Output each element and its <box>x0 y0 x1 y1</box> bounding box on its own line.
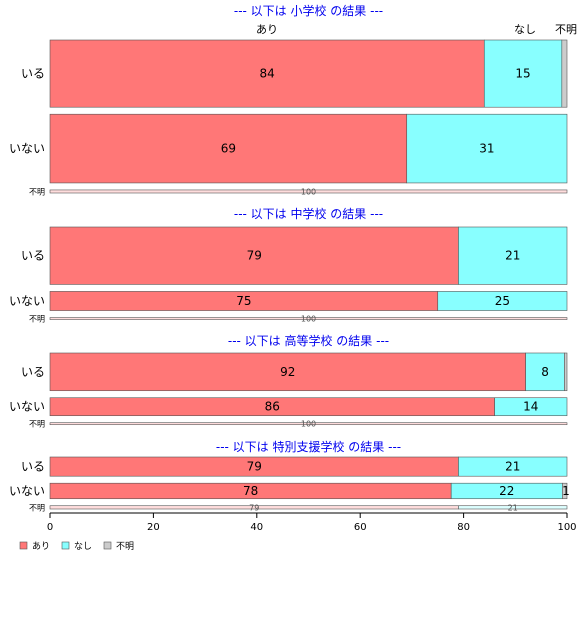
bar-segment <box>525 352 565 392</box>
bar-value-label: 8 <box>541 365 549 379</box>
bar-row: 不明 100 <box>29 187 568 196</box>
bar-segment <box>494 397 568 417</box>
bar-segment <box>49 226 459 285</box>
row-label: いない <box>9 142 45 156</box>
panel: --- 以下は 高等学校 の結果 --- いる 92 8 いない 86 14 不明 100 <box>9 333 568 429</box>
bar-row: いる 92 8 <box>21 352 568 392</box>
bar-value-label: 100 <box>301 420 316 429</box>
x-tick-label: 80 <box>457 522 470 533</box>
panel: --- 以下は 中学校 の結果 --- いる 79 21 いない 75 25 不明 100 <box>9 206 568 324</box>
bar-value-label: 79 <box>249 503 259 512</box>
bar-segment <box>562 482 568 500</box>
row-label: いる <box>21 67 45 81</box>
bar-row: いない 86 14 <box>9 397 568 417</box>
bar-segment <box>49 113 408 184</box>
bar-value-label: 78 <box>243 484 258 498</box>
bar-value-label: 31 <box>479 142 494 156</box>
bar-row: いる 84 15 <box>21 39 568 108</box>
row-label: 不明 <box>29 187 45 196</box>
bar-row: いる 79 21 <box>21 226 568 285</box>
bar-value-label: 79 <box>247 249 262 263</box>
x-axis: 0 20 40 60 80 100 <box>47 512 577 533</box>
row-label: 不明 <box>29 503 45 512</box>
panel: --- 以下は 特別支援学校 の結果 --- いる 79 21 いない 78 22 1 不明 79… <box>9 439 570 512</box>
row-label: いる <box>21 249 45 263</box>
legend-entry: あり <box>32 541 50 552</box>
row-label: いない <box>9 484 45 498</box>
bar-value-label: 100 <box>301 315 316 324</box>
bar-value-label: 79 <box>247 460 262 474</box>
legend: あり なし 不明 <box>19 541 134 552</box>
panel: --- 以下は 小学校 の結果 --- いる 84 15 いない 69 31 不明 100 <box>9 3 568 196</box>
segment-header-label: あり <box>256 23 278 36</box>
x-tick-label: 0 <box>47 522 53 533</box>
bar-segment <box>483 39 563 108</box>
row-label: 不明 <box>29 315 45 324</box>
bar-segment <box>49 422 568 426</box>
bar-segment <box>437 291 568 311</box>
bar-value-label: 15 <box>515 67 530 81</box>
legend-entry: 不明 <box>116 541 134 552</box>
bar-segment <box>49 39 485 108</box>
panel-title: --- 以下は 中学校 の結果 --- <box>234 206 383 221</box>
bar-row: 不明 100 <box>29 315 568 324</box>
bar-value-label: 21 <box>508 503 518 512</box>
bar-segment <box>458 456 568 477</box>
bar-segment <box>561 39 568 108</box>
x-tick-label: 100 <box>557 522 576 533</box>
bar-value-label: 69 <box>221 142 236 156</box>
bar-segment <box>564 352 568 392</box>
panel-title: --- 以下は 高等学校 の結果 --- <box>228 333 389 348</box>
row-label: いる <box>21 365 45 379</box>
segment-header-label: 不明 <box>555 23 577 36</box>
x-tick-label: 20 <box>147 522 160 533</box>
x-tick-label: 60 <box>354 522 367 533</box>
bar-row: いない 78 22 1 <box>9 482 570 500</box>
row-label: いない <box>9 400 45 414</box>
bar-row: いない 75 25 <box>9 291 568 311</box>
bar-value-label: 21 <box>505 460 520 474</box>
legend-entry: なし <box>74 541 92 552</box>
bar-value-label: 21 <box>505 249 520 263</box>
bar-segment <box>406 113 568 184</box>
row-label: いない <box>9 294 45 308</box>
bar-segment <box>458 226 568 285</box>
bar-value-label: 14 <box>523 400 538 414</box>
bar-value-label: 22 <box>499 484 514 498</box>
panel-title: --- 以下は 特別支援学校 の結果 --- <box>216 439 401 454</box>
bar-row: 不明 79 21 <box>29 503 568 512</box>
segment-header-label: なし <box>514 23 536 36</box>
bar-segment <box>49 317 568 320</box>
row-label: いる <box>21 460 45 474</box>
bar-value-label: 84 <box>259 67 274 81</box>
bar-value-label: 86 <box>265 400 280 414</box>
row-label: 不明 <box>29 420 45 429</box>
x-tick-label: 40 <box>250 522 263 533</box>
legend-swatch <box>61 541 70 550</box>
legend-swatch <box>103 541 112 550</box>
bar-segment <box>49 189 568 194</box>
bar-segment <box>458 505 568 510</box>
bar-value-label: 25 <box>495 294 510 308</box>
bar-value-label: 100 <box>301 187 316 196</box>
bar-value-label: 92 <box>280 365 295 379</box>
bar-value-label: 75 <box>236 294 251 308</box>
bar-row: いない 69 31 <box>9 113 568 184</box>
panel-title: --- 以下は 小学校 の結果 --- <box>234 3 383 18</box>
legend-swatch <box>19 541 28 550</box>
bar-value-label: 1 <box>562 484 570 498</box>
bar-row: 不明 100 <box>29 420 568 429</box>
segment-header-labels: あり なし 不明 <box>256 23 577 36</box>
bar-row: いる 79 21 <box>21 456 568 477</box>
